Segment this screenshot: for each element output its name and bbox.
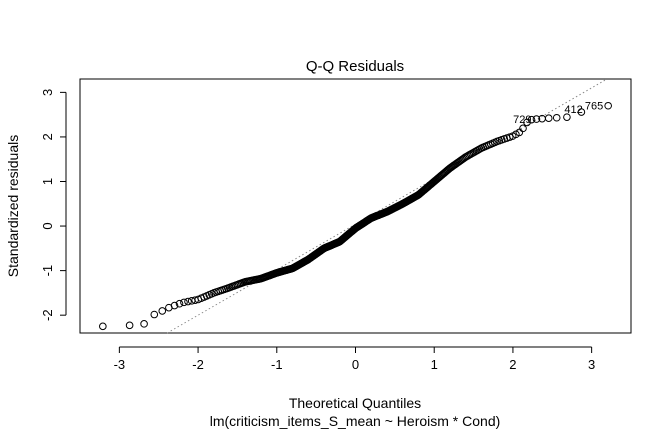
y-axis-label: Standardized residuals [5,135,21,277]
data-point [125,321,134,330]
x-tick-label: -3 [114,357,126,372]
data-point [150,310,159,319]
data-point [577,108,586,116]
x-tick-label: -1 [271,357,283,372]
y-tick-label: -2 [40,309,55,321]
reference-line-path [166,78,608,334]
data-point [175,299,184,308]
data-point [563,113,571,121]
point-label-729: 729 [513,114,531,126]
data-point [158,307,167,315]
chart-subtitle: lm(criticism_items_S_mean ~ Heroism * Co… [210,413,501,429]
x-tick-label: -2 [192,357,204,372]
data-point [180,298,188,307]
x-tick-label: 2 [509,357,516,372]
point-label-412: 412 [564,104,582,116]
x-tick-label: 3 [588,357,595,372]
data-point [99,322,107,331]
point-label-765: 765 [585,101,603,113]
x-tick-label: 1 [431,357,438,372]
data-point [184,297,192,306]
data-point [544,114,553,122]
plot-frame [79,78,632,334]
data-point [532,115,541,123]
y-tick-label: 3 [40,89,55,96]
data-point [140,320,148,328]
data-point [604,101,612,110]
y-tick-label: 1 [40,178,55,185]
data-point [552,113,561,122]
y-axis: -2 -1 0 1 2 3 [40,89,67,321]
data-point [456,157,464,165]
data-point [170,301,179,310]
x-tick-label: 0 [352,357,359,372]
data-point [519,124,527,133]
data-point [527,115,536,124]
chart-title: Q-Q Residuals [306,58,404,75]
x-axis-label: Theoretical Quantiles [289,395,421,411]
reference-line [166,78,608,334]
x-axis: -3 -2 -1 0 1 2 3 [114,346,595,372]
y-tick-label: 0 [40,222,55,229]
data-points [99,101,612,331]
y-tick-label: -1 [40,265,55,277]
y-tick-label: 2 [40,133,55,140]
